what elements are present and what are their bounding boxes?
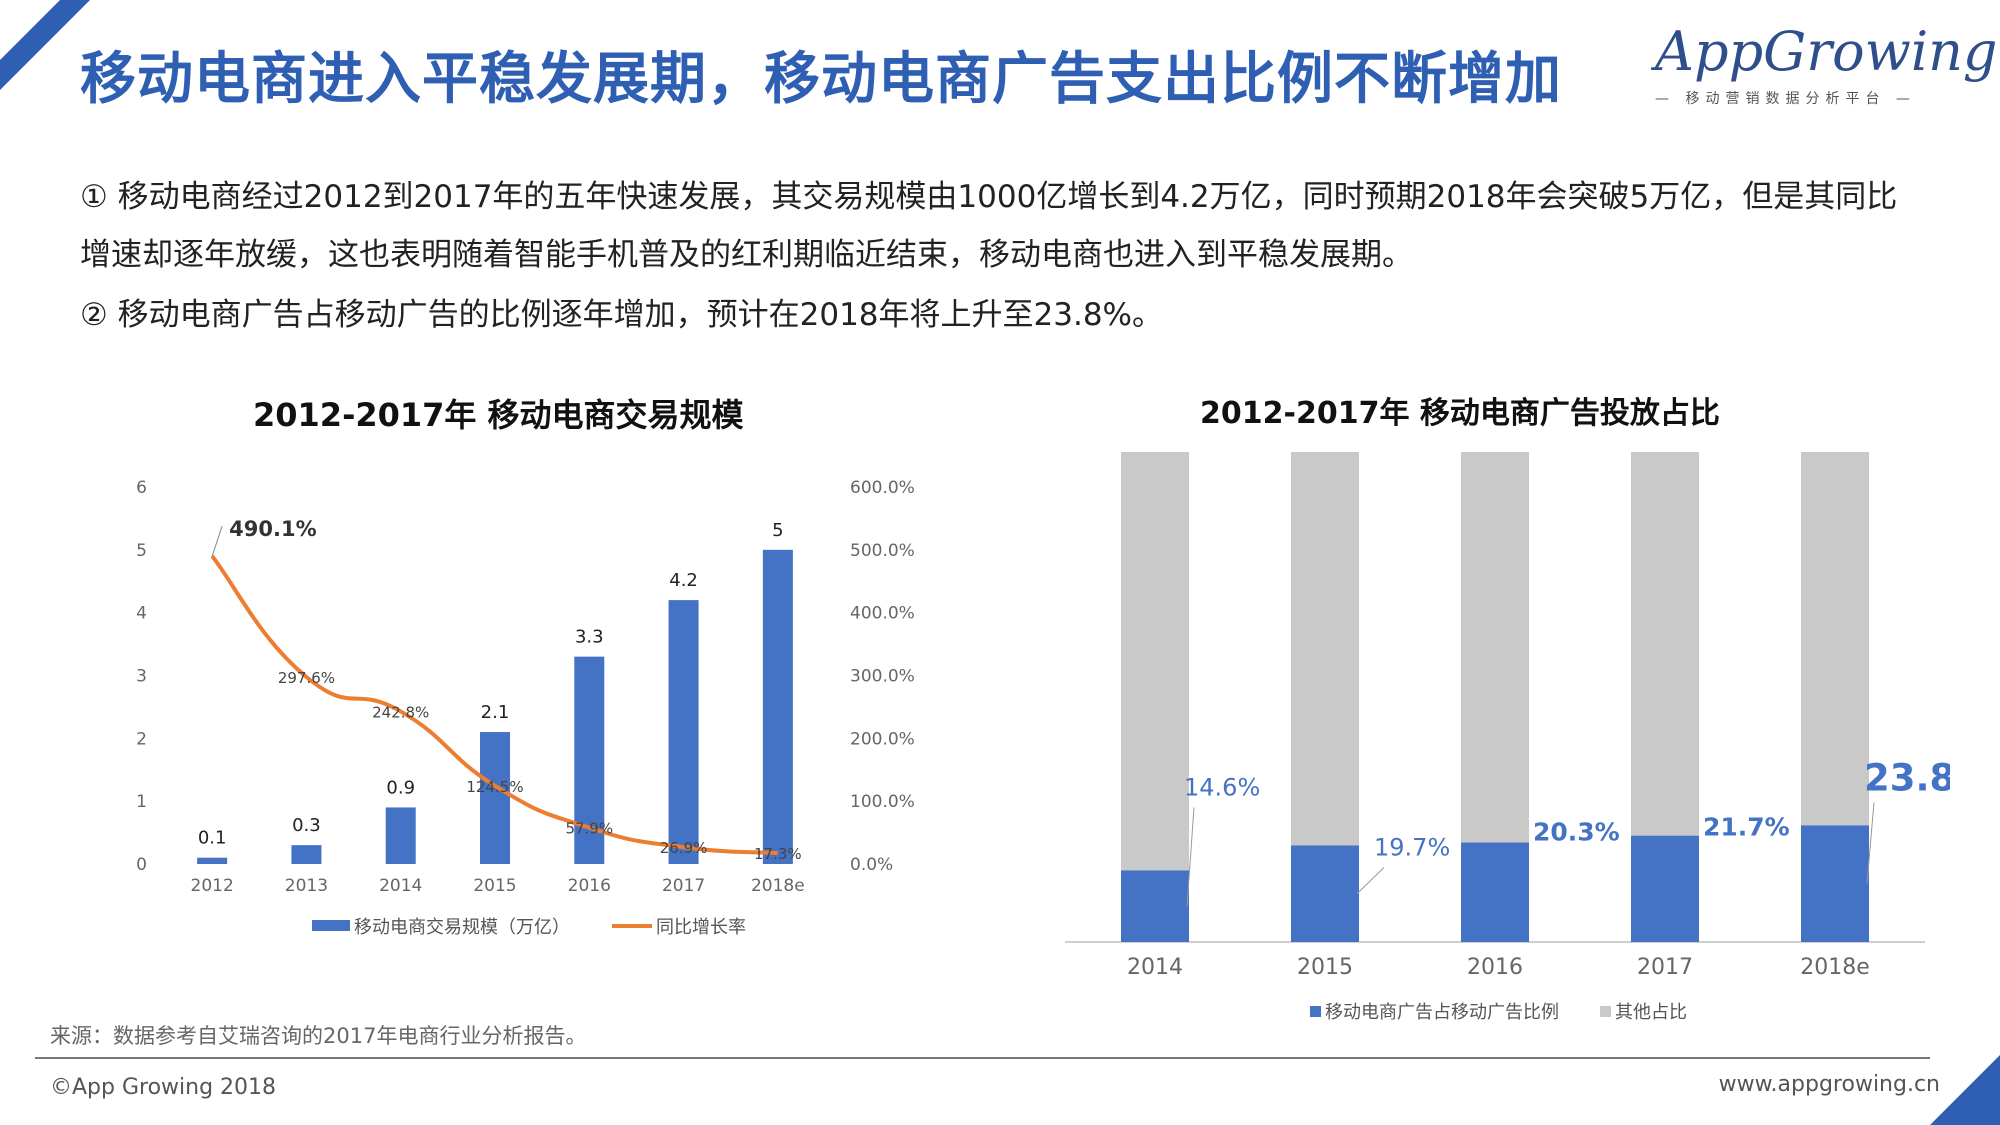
bar-value-label: 3.3 [575, 627, 604, 648]
ecommerce-ad-share-bar [1291, 845, 1359, 942]
other-share-bar [1461, 452, 1529, 843]
other-share-bar [1631, 452, 1699, 836]
x-tick-label: 2013 [285, 876, 328, 896]
legend-bar-label: 移动电商交易规模（万亿） [354, 917, 570, 938]
trade-scale-bar [668, 600, 699, 864]
corner-decoration-inner [0, 0, 60, 60]
other-share-bar [1291, 452, 1359, 846]
y-right-tick: 500.0% [850, 541, 915, 561]
y-right-tick: 600.0% [850, 478, 915, 498]
share-value-label: 19.7% [1374, 833, 1450, 861]
y-right-tick: 300.0% [850, 667, 915, 687]
trade-scale-bar [385, 807, 416, 864]
legend-line-label: 同比增长率 [656, 917, 746, 938]
bar-value-label: 0.3 [292, 815, 321, 836]
x-tick-label: 2016 [568, 876, 611, 896]
source-note: 来源：数据参考自艾瑞咨询的2017年电商行业分析报告。 [50, 1024, 587, 1048]
y-left-tick: 3 [136, 667, 147, 687]
x-tick-label: 2018e [751, 876, 805, 896]
line-value-label: 57.9% [565, 820, 613, 838]
line-value-label: 26.9% [660, 839, 708, 857]
ecommerce-ad-share-bar [1461, 842, 1529, 942]
line-value-label: 297.6% [278, 669, 335, 687]
share-value-label: 21.7% [1703, 813, 1790, 842]
trade-scale-bar [291, 845, 322, 864]
brand-logo: AppGrowing — 移动营销数据分析平台 — [1655, 20, 1998, 122]
legend-other-label: 其他占比 [1615, 1002, 1687, 1023]
y-left-tick: 5 [136, 541, 147, 561]
chart-1-title: 2012-2017年 移动电商交易规模 [253, 396, 744, 434]
legend-share-swatch [1310, 1006, 1321, 1017]
corner-decoration-bottom [1930, 1055, 2000, 1125]
logo-tagline: — 移动营销数据分析平台 — [1655, 91, 1916, 107]
x-tick-label: 2012 [191, 876, 234, 896]
other-share-bar [1801, 452, 1869, 826]
bar-value-label: 5 [772, 520, 783, 541]
y-right-tick: 200.0% [850, 729, 915, 749]
label-leader-line [211, 525, 223, 557]
ecommerce-ad-share-bar [1631, 835, 1699, 942]
copyright: ©App Growing 2018 [50, 1075, 277, 1100]
x-tick-label: 2015 [1297, 955, 1353, 980]
y-left-tick: 6 [136, 478, 147, 498]
paragraph-1: ① 移动电商经过2012到2017年的五年快速发展，其交易规模由1000亿增长到… [80, 179, 1898, 273]
paragraph-2: ② 移动电商广告占移动广告的比例逐年增加，预计在2018年将上升至23.8%。 [80, 297, 1164, 333]
bar-value-label: 0.1 [198, 828, 227, 849]
bar-value-label: 0.9 [386, 777, 415, 798]
growth-rate-line [210, 554, 778, 856]
label-leader-line [1356, 867, 1385, 895]
legend-bar-swatch [312, 920, 350, 931]
y-right-tick: 400.0% [850, 604, 915, 624]
legend-share-label: 移动电商广告占移动广告比例 [1325, 1002, 1559, 1023]
y-right-tick: 100.0% [850, 792, 915, 812]
bar-value-label: 4.2 [669, 570, 698, 591]
ecommerce-ad-share-bar [1121, 870, 1189, 942]
share-value-label: 20.3% [1533, 818, 1620, 847]
footer-divider [35, 1057, 1930, 1059]
y-left-tick: 4 [136, 604, 147, 624]
page-title: 移动电商进入平稳发展期，移动电商广告支出比例不断增加 [80, 47, 1562, 112]
x-tick-label: 2017 [1637, 955, 1693, 980]
y-left-tick: 2 [136, 729, 147, 749]
chart-1-trade-scale: 0 1 2 3 4 5 6 0.0% 100.0% 200.0% 300.0% 400.0% 500.0… [136, 478, 915, 938]
trade-scale-bar [480, 732, 510, 864]
ecommerce-ad-share-bar [1801, 825, 1869, 942]
legend-other-swatch [1600, 1006, 1611, 1017]
y-left-tick: 0 [136, 855, 147, 875]
x-tick-label: 2014 [1127, 955, 1183, 980]
label-leader-line [1866, 802, 1875, 884]
website-link[interactable]: www.appgrowing.cn [1718, 1072, 1940, 1097]
x-tick-label: 2017 [662, 876, 705, 896]
line-value-label: 490.1% [229, 517, 316, 541]
line-value-label: 17.3% [754, 845, 802, 863]
label-leader-line [1186, 807, 1195, 907]
line-value-label: 124.5% [466, 778, 523, 796]
x-tick-label: 2015 [473, 876, 516, 896]
chart-2-title: 2012-2017年 移动电商广告投放占比 [1200, 396, 1720, 431]
chart-2-ad-share: 2014 14.6% 2015 19.7% 2016 20.3% 2017 21.7% 2018… [1065, 452, 1950, 1023]
x-tick-label: 2018e [1800, 955, 1870, 980]
other-share-bar [1121, 452, 1189, 871]
trade-scale-bar [197, 857, 228, 864]
y-left-tick: 1 [136, 792, 147, 812]
logo-text: AppGrowing [1655, 20, 1998, 83]
share-value-label: 23.8% [1864, 756, 1950, 799]
bar-value-label: 2.1 [481, 702, 510, 723]
line-value-label: 242.8% [372, 703, 429, 721]
trade-scale-bar [762, 549, 793, 864]
y-right-tick: 0.0% [850, 855, 893, 875]
x-tick-label: 2014 [379, 876, 422, 896]
x-tick-label: 2016 [1467, 955, 1523, 980]
share-value-label: 14.6% [1184, 773, 1260, 801]
